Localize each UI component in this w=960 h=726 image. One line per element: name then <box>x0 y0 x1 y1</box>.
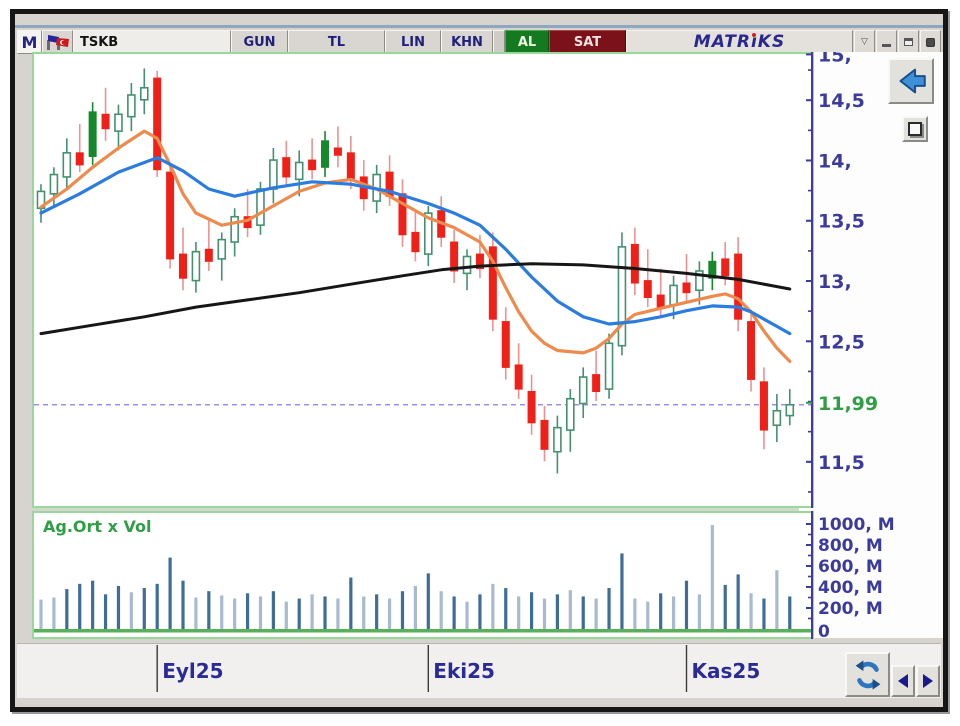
box-icon <box>908 122 922 136</box>
sell-button[interactable]: SAT <box>549 30 626 54</box>
chart-toolbar: M TSKB GUN TL LIN KHN AL SAT MATR ı KS ▽ <box>17 30 941 54</box>
right-triangle-icon <box>923 674 933 688</box>
box-button[interactable] <box>902 116 928 142</box>
close-button[interactable] <box>920 30 941 54</box>
volume-chart[interactable]: Ag.Ort x Vol <box>32 511 814 639</box>
left-arrow-icon <box>899 68 926 94</box>
svg-text:14,: 14, <box>818 150 852 172</box>
price-chart[interactable] <box>32 52 814 508</box>
svg-text:11,5: 11,5 <box>818 452 865 474</box>
minimize-icon <box>882 43 891 47</box>
axis-background <box>799 52 943 638</box>
svg-text:800, M: 800, M <box>818 536 883 556</box>
refresh-button[interactable] <box>845 652 890 697</box>
brand-post: KS <box>757 32 786 52</box>
brand-i-dot <box>751 33 756 37</box>
svg-text:13,5: 13,5 <box>818 211 865 233</box>
brand-i-letter: ı <box>750 32 758 52</box>
left-triangle-icon <box>898 674 908 688</box>
svg-text:Eyl25: Eyl25 <box>162 659 223 683</box>
refresh-icon <box>855 659 880 690</box>
m-logo-letter: M <box>21 32 38 52</box>
svg-text:Eki25: Eki25 <box>433 659 495 683</box>
svg-text:11,99: 11,99 <box>818 393 878 415</box>
maximize-icon <box>904 38 913 46</box>
close-icon <box>926 37 935 47</box>
svg-text:Kas25: Kas25 <box>692 659 761 683</box>
period-button[interactable]: GUN <box>231 30 288 54</box>
scroll-right-button[interactable] <box>916 665 940 697</box>
currency-button[interactable]: TL <box>288 30 385 54</box>
khn-button[interactable]: KHN <box>441 30 493 54</box>
brand-pre: MATR <box>693 32 751 52</box>
back-arrow-button[interactable] <box>888 58 934 104</box>
indicator-label: Ag.Ort x Vol <box>43 517 152 536</box>
window-top-strip <box>15 25 943 28</box>
chevron-down-icon: ▽ <box>861 37 868 47</box>
svg-text:600, M: 600, M <box>818 557 883 577</box>
covered-button[interactable] <box>493 30 505 54</box>
dropdown-button[interactable]: ▽ <box>854 30 875 54</box>
buy-button[interactable]: AL <box>505 30 549 54</box>
time-axis-canvas: Eyl25 Eki25 Kas25 <box>156 645 761 692</box>
svg-text:14,5: 14,5 <box>818 90 865 112</box>
minimize-button[interactable] <box>876 30 897 54</box>
svg-text:0: 0 <box>818 622 830 639</box>
time-axis[interactable]: Eyl25 Eki25 Kas25 <box>17 643 941 698</box>
scale-type-button[interactable]: LIN <box>385 30 441 54</box>
price-axis[interactable]: 15, 14,5 14, 13,5 13, 12,5 11,5 11,99 <box>805 52 943 508</box>
symbol-field[interactable]: TSKB <box>73 30 231 54</box>
svg-text:400, M: 400, M <box>818 578 883 598</box>
svg-text:13,: 13, <box>818 271 852 293</box>
svg-text:15,: 15, <box>818 52 852 66</box>
price-chart-canvas[interactable] <box>34 54 812 506</box>
maximize-button[interactable] <box>898 30 919 54</box>
matriks-chart-window: M TSKB GUN TL LIN KHN AL SAT MATR ı KS ▽ <box>10 9 948 712</box>
brand-logo: MATR ı KS <box>626 30 853 54</box>
svg-text:12,5: 12,5 <box>818 331 865 353</box>
flag-icon-graphic <box>46 35 69 50</box>
volume-canvas[interactable] <box>34 513 812 637</box>
crossed-flags-icon[interactable] <box>42 30 73 54</box>
svg-text:200, M: 200, M <box>818 599 883 619</box>
scroll-left-button[interactable] <box>891 665 915 697</box>
matriks-m-logo[interactable]: M <box>17 30 42 54</box>
svg-text:1000, M: 1000, M <box>818 515 895 535</box>
